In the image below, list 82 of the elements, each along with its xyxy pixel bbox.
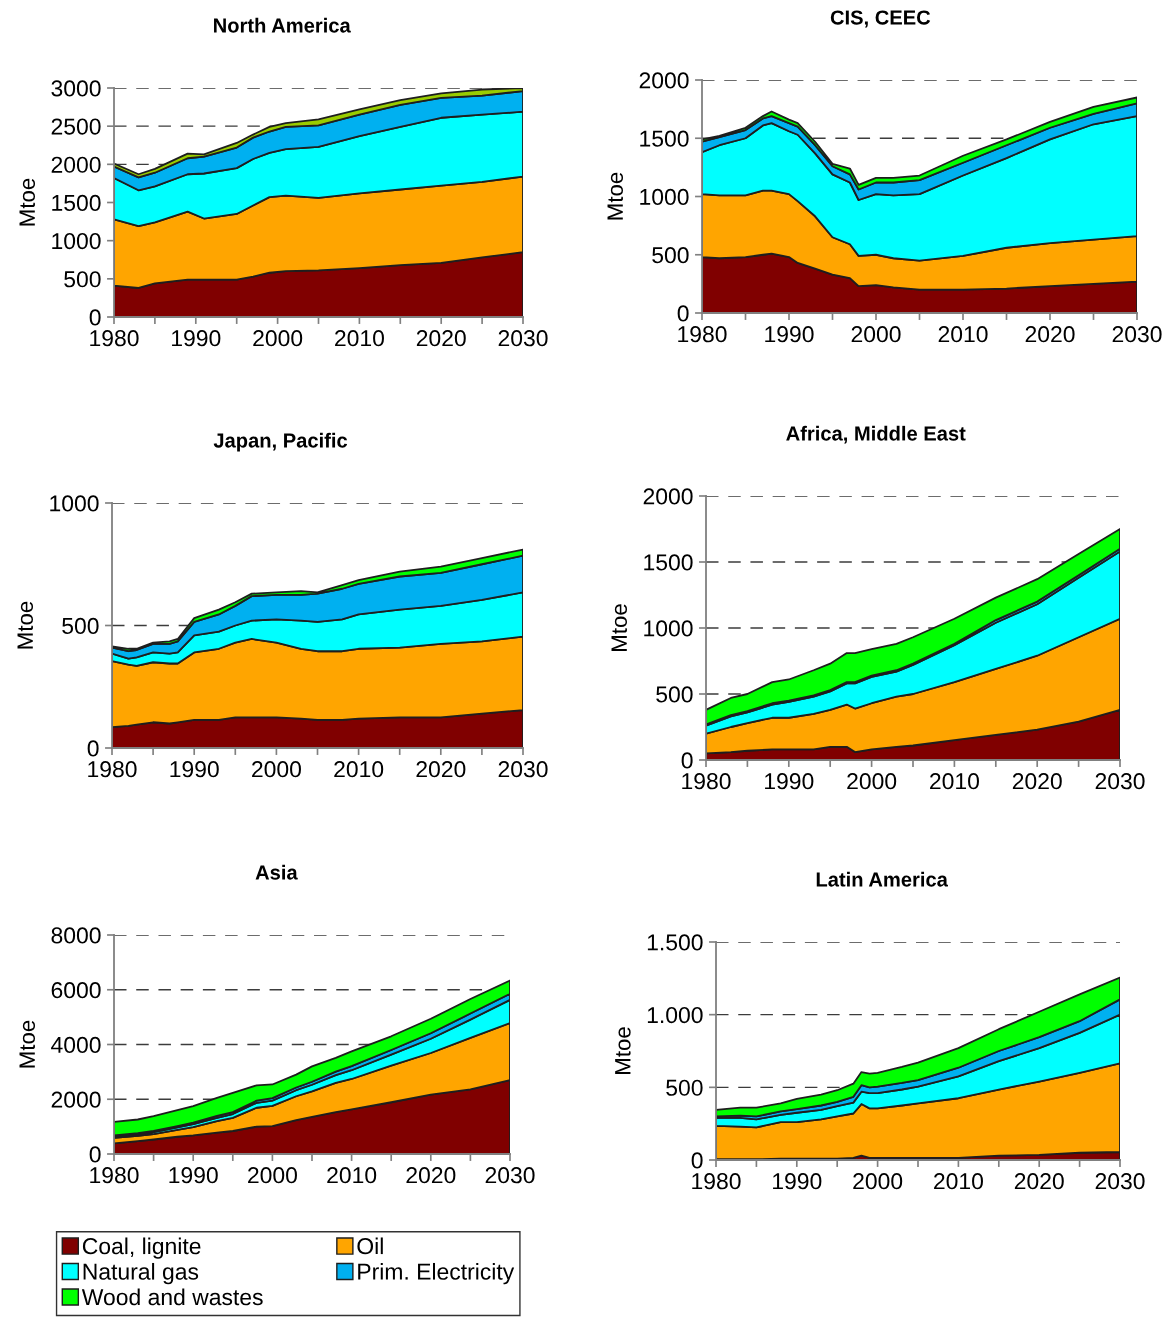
y-tick-label: 0: [691, 1152, 703, 1169]
x-tick-label: 1980: [692, 1173, 741, 1190]
legend-label: Oil: [357, 1237, 383, 1255]
x-tick-label: 1990: [169, 1167, 218, 1184]
chart-title: Asia: [255, 864, 298, 880]
chart-title: Japan, Pacific: [213, 432, 348, 452]
y-tick-label: 1000: [640, 188, 689, 206]
legend-label: Prim. Electricity: [358, 1262, 515, 1285]
y-tick-label: 500: [64, 271, 101, 288]
x-tick-label: 1990: [765, 326, 814, 343]
y-axis-title: Mtoe: [615, 1027, 631, 1074]
chart-title: North America: [214, 17, 351, 33]
x-tick-label: 2030: [498, 761, 548, 778]
legend-label: Natural gas: [83, 1262, 199, 1285]
y-tick-label: 1500: [644, 554, 693, 571]
chart-title: Africa, Middle East: [786, 425, 966, 444]
x-tick-label: 1980: [678, 326, 727, 343]
x-tick-label: 2000: [248, 1167, 297, 1184]
x-tick-label: 2020: [1014, 1173, 1064, 1190]
y-axis-title: Mtoe: [19, 178, 36, 226]
y-tick-label: 4000: [51, 1036, 101, 1054]
x-tick-label: 2020: [406, 1167, 456, 1184]
y-tick-label: 1.000: [647, 1006, 703, 1024]
y-tick-label: 500: [656, 686, 693, 703]
x-tick-label: 1980: [90, 330, 139, 347]
x-tick-label: 1990: [172, 330, 221, 347]
x-tick-label: 2000: [851, 326, 901, 343]
x-tick-label: 1980: [90, 1167, 139, 1184]
x-tick-label: 1980: [88, 761, 137, 778]
x-tick-label: 2030: [1112, 326, 1162, 343]
y-tick-label: 0: [681, 752, 693, 769]
x-tick-label: 2020: [1025, 326, 1075, 343]
y-tick-label: 500: [666, 1079, 703, 1096]
x-tick-label: 2010: [335, 330, 384, 347]
x-tick-label: 2020: [416, 761, 466, 778]
legend-label: Wood and wastes: [81, 1288, 263, 1306]
y-tick-label: 1000: [52, 232, 101, 250]
y-tick-label: 0: [677, 305, 689, 322]
y-tick-label: 3000: [51, 80, 101, 97]
y-tick-label: 2000: [51, 1091, 101, 1108]
y-tick-label: 1500: [640, 130, 689, 147]
y-tick-label: 500: [62, 617, 99, 635]
y-axis-title: Mtoe: [19, 1020, 36, 1068]
y-tick-label: 0: [87, 740, 99, 757]
chart-title: CIS, CEEC: [830, 10, 931, 28]
y-tick-label: 2000: [643, 488, 693, 505]
y-tick-label: 1500: [52, 194, 101, 212]
y-tick-label: 1000: [50, 495, 99, 512]
legend-label: Coal, lignite: [82, 1237, 201, 1259]
x-tick-label: 2020: [1012, 773, 1062, 790]
y-axis-title: Mtoe: [611, 604, 628, 651]
y-axis-title: Mtoe: [607, 172, 624, 220]
x-tick-label: 2010: [930, 773, 979, 790]
y-axis-title: Mtoe: [17, 601, 34, 649]
chart-title: Latin America: [816, 871, 948, 887]
x-tick-label: 1980: [682, 773, 731, 790]
x-tick-label: 2020: [416, 330, 466, 347]
y-tick-label: 1.500: [647, 934, 703, 951]
y-tick-label: 0: [89, 1146, 101, 1163]
y-tick-label: 0: [89, 309, 101, 326]
x-tick-label: 2010: [934, 1173, 983, 1190]
x-tick-label: 2030: [1095, 1173, 1145, 1190]
x-tick-label: 2000: [847, 773, 897, 790]
x-tick-label: 2030: [498, 330, 548, 347]
x-tick-label: 1990: [765, 773, 814, 790]
x-tick-label: 1990: [170, 761, 219, 778]
x-tick-label: 2000: [253, 330, 303, 347]
y-tick-label: 6000: [51, 982, 101, 999]
y-tick-label: 8000: [51, 927, 101, 944]
y-tick-label: 500: [652, 247, 689, 264]
x-tick-label: 2010: [327, 1167, 377, 1184]
y-tick-label: 2000: [51, 156, 101, 173]
x-tick-label: 2030: [1095, 773, 1145, 790]
x-tick-label: 1990: [773, 1173, 822, 1190]
y-tick-label: 1000: [644, 620, 693, 637]
x-tick-label: 2000: [252, 761, 301, 778]
x-tick-label: 2010: [334, 761, 384, 778]
y-tick-label: 2500: [51, 118, 101, 135]
x-tick-label: 2010: [938, 326, 988, 343]
x-tick-label: 2000: [853, 1173, 903, 1190]
y-tick-label: 2000: [639, 72, 689, 89]
x-tick-label: 2030: [485, 1167, 535, 1184]
